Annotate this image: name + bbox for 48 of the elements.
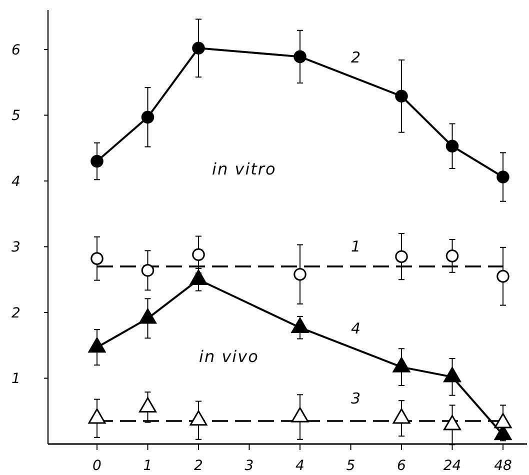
- y-tick-label: 2: [12, 305, 21, 322]
- point: [291, 318, 309, 333]
- y-tick-label: 4: [12, 174, 20, 190]
- annotation: in vivo: [199, 346, 259, 366]
- series-label: 4: [350, 319, 361, 338]
- point: [446, 140, 459, 152]
- point: [294, 50, 306, 64]
- text: 1: [350, 237, 361, 256]
- point: [496, 170, 510, 184]
- point: [446, 250, 459, 262]
- x-tick-label: 6: [397, 458, 406, 474]
- point: [190, 270, 208, 285]
- point: [291, 407, 309, 422]
- annotation: in vitro: [212, 159, 276, 178]
- text: 3: [350, 390, 361, 408]
- point: [141, 110, 154, 124]
- x-tick-label: 3: [244, 458, 254, 474]
- y-tick-label: 5: [12, 108, 21, 124]
- y-tick-label: 1: [12, 371, 20, 388]
- point: [395, 90, 408, 103]
- point: [90, 252, 104, 265]
- point: [294, 268, 306, 281]
- x-tick-label: 1: [143, 458, 152, 474]
- series-label: 2: [350, 48, 361, 66]
- y-tick-label: 6: [12, 42, 21, 58]
- point: [395, 250, 408, 263]
- x-tick-label: 4: [296, 458, 304, 474]
- point: [190, 410, 208, 426]
- x-tick-label: 48: [494, 458, 512, 474]
- point: [139, 308, 156, 324]
- point: [88, 337, 106, 353]
- x-tick-label: 2: [194, 458, 204, 474]
- x-tick-label: 0: [92, 458, 102, 474]
- x-tick-label: 5: [346, 458, 356, 474]
- y-tick-label: 3: [12, 240, 20, 256]
- point: [192, 248, 205, 261]
- point: [88, 408, 106, 424]
- point: [496, 270, 510, 283]
- point: [392, 357, 410, 372]
- point: [494, 413, 512, 428]
- point: [444, 414, 461, 430]
- point: [90, 154, 104, 168]
- point: [392, 408, 410, 424]
- point: [141, 264, 154, 277]
- point: [192, 42, 205, 55]
- point: [139, 397, 156, 413]
- point: [444, 366, 461, 382]
- x-tick-label: 24: [443, 458, 462, 474]
